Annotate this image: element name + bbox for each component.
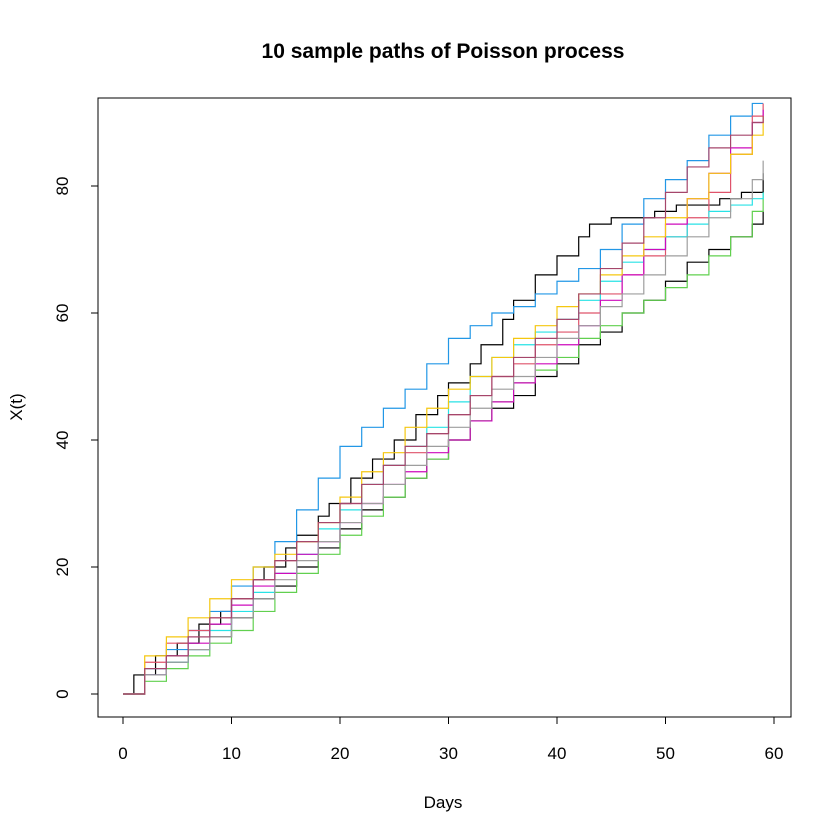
y-axis-label: X(t) xyxy=(7,393,26,420)
y-tick-label: 40 xyxy=(53,431,72,450)
x-axis: 0 10 20 30 40 50 60 xyxy=(118,716,784,763)
y-tick-label: 0 xyxy=(53,689,72,698)
series-layer xyxy=(123,102,764,695)
x-tick-label: 20 xyxy=(331,744,350,763)
y-axis: 0 20 40 60 80 xyxy=(53,177,99,699)
x-tick-label: 40 xyxy=(548,744,567,763)
chart-title: 10 sample paths of Poisson process xyxy=(262,40,625,63)
x-tick-label: 0 xyxy=(118,744,127,763)
x-axis-label: Days xyxy=(424,793,463,812)
x-tick-label: 10 xyxy=(222,744,241,763)
x-tick-label: 50 xyxy=(656,744,675,763)
y-tick-label: 60 xyxy=(53,304,72,323)
series-path-10 xyxy=(123,116,764,695)
x-tick-label: 60 xyxy=(765,744,784,763)
y-tick-label: 20 xyxy=(53,558,72,577)
x-tick-label: 30 xyxy=(439,744,458,763)
y-tick-label: 80 xyxy=(53,177,72,196)
